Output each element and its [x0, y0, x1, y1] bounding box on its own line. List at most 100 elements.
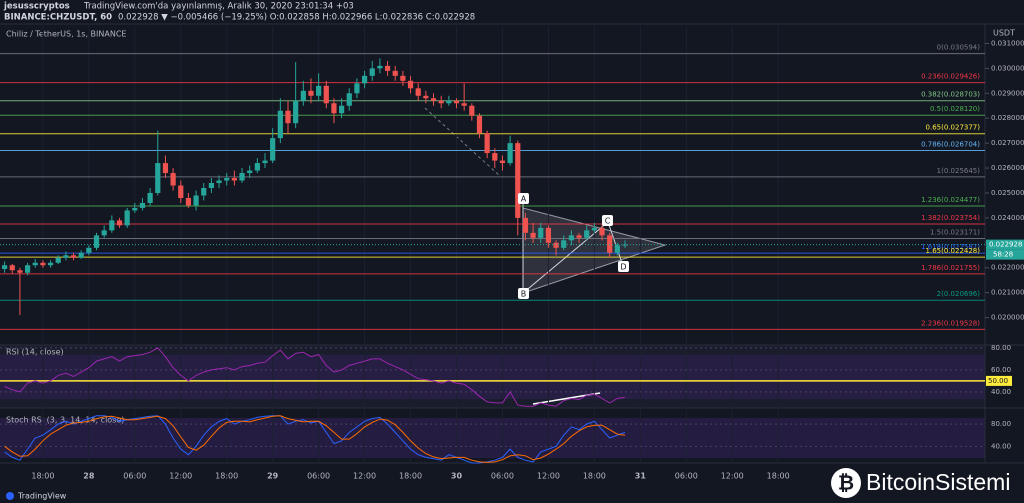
- candle-body: [492, 153, 498, 161]
- fib-label: 0.786(0.026704): [921, 141, 980, 149]
- candle-body: [170, 173, 176, 186]
- candle-body: [354, 83, 360, 94]
- indicator-line: [4, 347, 626, 407]
- candle-body: [132, 207, 138, 211]
- candle-body: [430, 98, 437, 101]
- fib-label: 1.236(0.024477): [921, 196, 980, 204]
- x-tick-label: 06:00: [675, 472, 698, 481]
- highlight-label: 50.00: [988, 377, 1008, 385]
- x-tick-label: 12:00: [721, 472, 744, 481]
- candle-body: [55, 257, 61, 263]
- candle-body: [599, 227, 605, 236]
- candle-body: [201, 187, 207, 196]
- candle-body: [162, 163, 169, 174]
- indicator-line: [4, 415, 626, 463]
- candle-body: [331, 103, 337, 114]
- candle-body: [469, 105, 475, 116]
- y-tick-label: 0.025000: [991, 189, 1024, 197]
- candle-body: [415, 88, 421, 96]
- candle-body: [224, 178, 230, 181]
- candle-body: [40, 262, 46, 266]
- x-tick-label: 30: [451, 472, 463, 481]
- candle-body: [155, 163, 161, 193]
- candle-body: [86, 247, 92, 253]
- candle-body: [591, 227, 597, 231]
- countdown: 58:28: [993, 251, 1013, 259]
- fib-label: 2.236(0.019528): [921, 319, 980, 327]
- candle-body: [216, 180, 222, 184]
- y-tick-label: 40.00: [991, 388, 1011, 396]
- y-tick-label: 80.00: [991, 420, 1011, 428]
- highlight-box: [986, 375, 1012, 386]
- x-tick-label: 06:00: [491, 472, 514, 481]
- candle-body: [369, 68, 375, 76]
- stoch-title: Stoch RSI (3, 3, 14, 14, close): [6, 416, 124, 425]
- candle-body: [1, 265, 8, 269]
- x-tick-label: 28: [83, 472, 95, 481]
- x-tick-label: 18:00: [583, 472, 606, 481]
- y-tick-label: 0.031000: [991, 39, 1024, 47]
- footer: [0, 490, 1024, 503]
- candle-body: [109, 220, 115, 231]
- rsi-band: [0, 355, 985, 399]
- candle-body: [400, 75, 406, 81]
- y-tick-label: 0.028000: [991, 114, 1024, 122]
- candle-body: [346, 93, 352, 106]
- fib-label: 1.65(0.022428): [926, 247, 981, 255]
- candle-body: [308, 90, 314, 96]
- candle-body: [607, 235, 613, 253]
- candle-body: [553, 242, 559, 248]
- y-tick-label: 80.00: [991, 344, 1011, 352]
- fib-label: 1.618(0.022587): [921, 243, 980, 251]
- candle-body: [446, 100, 452, 104]
- candles: [0, 26, 985, 463]
- candle-body: [522, 217, 529, 233]
- candle-body: [316, 85, 322, 96]
- candle-body: [423, 95, 429, 99]
- fib-label: 0.5(0.028120): [930, 105, 980, 113]
- x-tick-label: 18:00: [31, 472, 54, 481]
- y-tick-label: 40.00: [991, 442, 1011, 450]
- pattern-label: D: [620, 263, 626, 272]
- candle-body: [185, 197, 192, 206]
- candle-body: [614, 245, 620, 253]
- x-tick-label: 18:00: [399, 472, 422, 481]
- candle-body: [147, 192, 153, 203]
- candle-body: [208, 183, 214, 188]
- author: jesusscryptos: [3, 2, 70, 12]
- y-tick-label: 0.027000: [991, 139, 1024, 147]
- candle-body: [507, 143, 513, 164]
- candle-body: [24, 265, 31, 273]
- candle-body: [361, 75, 368, 84]
- rsi-title: RSI (14, close): [6, 348, 64, 357]
- y-tick-label: 0.022000: [991, 264, 1024, 272]
- candle-body: [239, 173, 245, 181]
- candle-body: [622, 244, 628, 246]
- candle-body: [300, 90, 306, 101]
- brand: TradingView: [17, 492, 67, 501]
- candle-body: [63, 255, 69, 258]
- candle-body: [78, 252, 84, 258]
- x-tick-label: 18:00: [215, 472, 238, 481]
- candle-body: [377, 65, 383, 69]
- fib-label: 1.5(0.023171): [930, 229, 980, 237]
- x-tick-label: 29: [267, 472, 279, 481]
- candle-body: [453, 100, 460, 104]
- fib-label: 0(0.030594): [937, 44, 981, 52]
- candle-body: [461, 103, 467, 106]
- pattern-label: B: [521, 290, 527, 299]
- candle-body: [407, 80, 414, 89]
- pattern-label: A: [521, 195, 527, 204]
- fib-label: 2(0.020696): [937, 290, 981, 298]
- candle-body: [584, 230, 590, 238]
- currency: USDT: [993, 29, 1015, 38]
- last-price-box: [986, 239, 1024, 250]
- fib-label: 1.382(0.023754): [921, 214, 980, 222]
- candle-body: [32, 262, 38, 266]
- x-tick-label: 18:00: [767, 472, 790, 481]
- fib-label: 0.65(0.027377): [926, 124, 981, 132]
- candle-body: [530, 232, 536, 238]
- candle-body: [545, 227, 552, 243]
